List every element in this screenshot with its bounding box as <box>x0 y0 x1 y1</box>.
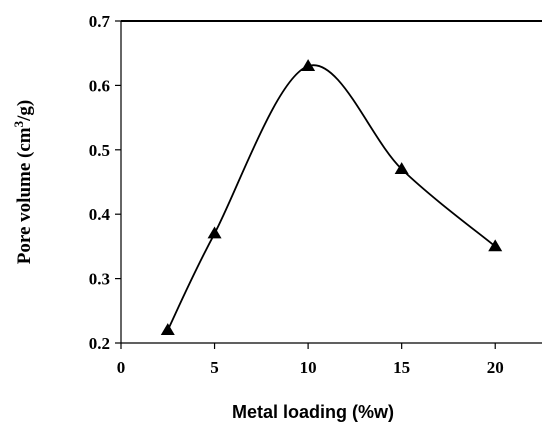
data-point-triangle <box>207 226 222 239</box>
y-axis-title: Pore volume (cm3/g) <box>11 100 36 264</box>
x-tick-label: 15 <box>393 358 410 377</box>
x-tick-label: 20 <box>487 358 504 377</box>
y-axis-title-superscript: 3 <box>11 120 26 127</box>
data-point-triangle <box>301 59 316 71</box>
plot-area <box>120 20 542 344</box>
x-axis-title: Metal loading (%w) <box>232 402 394 422</box>
x-tick-label: 0 <box>117 358 126 377</box>
y-tick-label: 0.7 <box>89 12 111 31</box>
axis-ticks: 0.2 0.3 0.4 0.5 0.6 0.7 0 5 10 15 20 <box>89 12 504 377</box>
data-point-triangle <box>160 323 175 336</box>
x-tick-label: 5 <box>210 358 219 377</box>
y-tick-label: 0.6 <box>89 76 110 95</box>
y-tick-label: 0.2 <box>89 334 110 353</box>
data-point-triangle <box>488 239 503 252</box>
y-tick-label: 0.4 <box>89 205 111 224</box>
data-point-triangle <box>394 162 409 175</box>
data-series <box>160 59 503 336</box>
y-tick-label: 0.3 <box>89 270 110 289</box>
y-tick-label: 0.5 <box>89 141 110 160</box>
series-line <box>166 64 496 331</box>
x-tick-label: 10 <box>300 358 317 377</box>
y-axis-title-unit-end: /g) <box>14 100 35 122</box>
y-axis-title-main: Pore volume (cm <box>14 127 35 264</box>
